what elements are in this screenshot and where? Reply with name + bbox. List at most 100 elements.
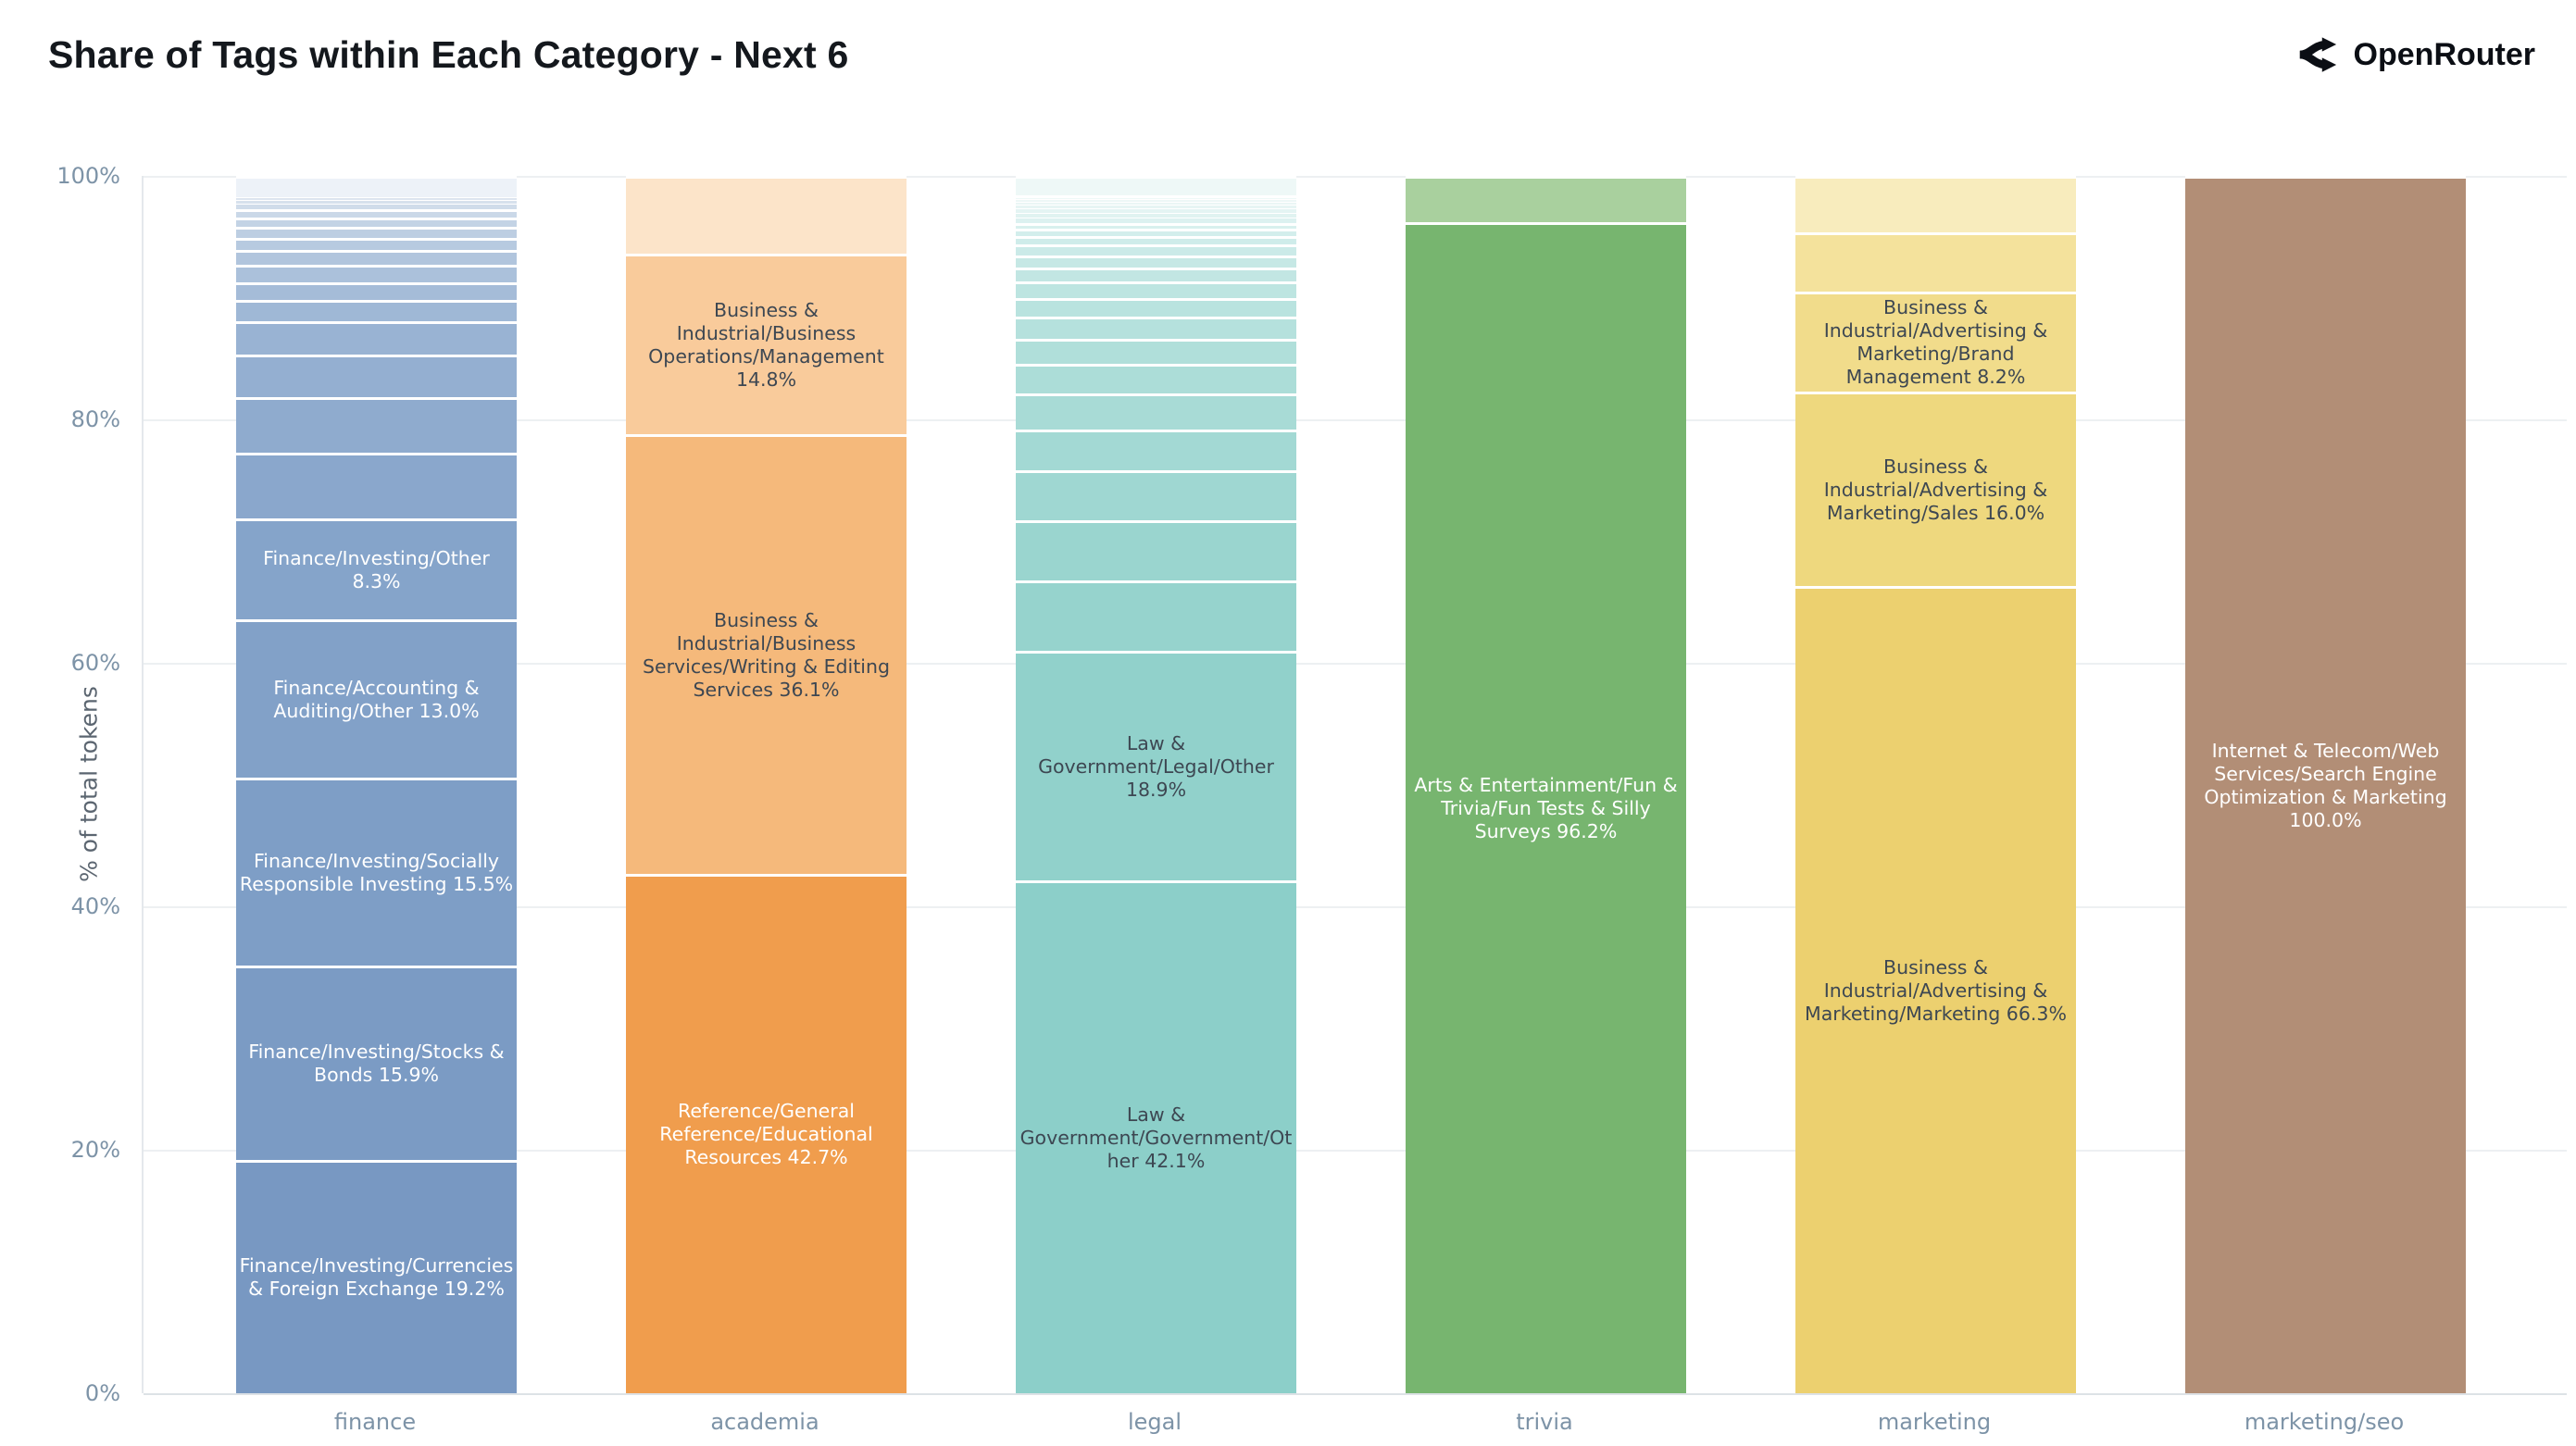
bar-segment[interactable] — [1016, 201, 1296, 206]
bar-segment[interactable] — [236, 208, 517, 218]
bar-segment[interactable] — [1016, 229, 1296, 237]
bar-segment[interactable] — [1016, 429, 1296, 471]
y-tick-label: 60% — [70, 650, 120, 676]
segment-label: Business & Industrial/Advertising & Mark… — [1823, 296, 2048, 389]
bar-segment[interactable] — [1016, 297, 1296, 317]
bar-segment[interactable] — [1016, 222, 1296, 230]
gridline-60 — [144, 663, 2567, 665]
bar-marketing: Business & Industrial/Advertising & Mark… — [1795, 176, 2076, 1393]
gridline-100 — [144, 176, 2567, 178]
bar-segment[interactable] — [1016, 217, 1296, 223]
bar-segment[interactable] — [1016, 364, 1296, 394]
segment-label: Finance/Investing/Stocks & Bonds 15.9% — [248, 1041, 505, 1087]
bar-segment[interactable] — [1016, 208, 1296, 213]
bar-segment[interactable] — [1016, 316, 1296, 339]
segment-label: Business & Industrial/Advertising & Mark… — [1823, 455, 2048, 524]
bar-finance: Finance/Investing/Currencies & Foreign E… — [236, 176, 517, 1393]
segment-label: Finance/Accounting & Auditing/Other 13.0… — [273, 676, 480, 722]
bar-segment[interactable] — [236, 217, 517, 227]
bar-segment[interactable] — [1016, 580, 1296, 651]
bar-segment[interactable] — [236, 300, 517, 322]
bar-segment[interactable] — [1016, 176, 1296, 195]
gridline-80 — [144, 419, 2567, 421]
bar-segment[interactable] — [236, 452, 517, 518]
segment-label: Business & Industrial/Business Services/… — [643, 608, 890, 701]
bar-segment[interactable] — [1016, 212, 1296, 218]
x-axis-label-trivia: trivia — [1516, 1409, 1573, 1435]
bar-segment[interactable] — [236, 265, 517, 282]
gridline-20 — [144, 1150, 2567, 1152]
bar-segment[interactable] — [236, 204, 517, 209]
bar-segment[interactable]: Law & Government/Legal/Other 18.9% — [1016, 650, 1296, 881]
bar-segment[interactable] — [236, 397, 517, 453]
bar-segment[interactable] — [1016, 393, 1296, 430]
bar-segment[interactable]: Finance/Investing/Socially Responsible I… — [236, 777, 517, 966]
bar-segment[interactable]: Finance/Investing/Currencies & Foreign E… — [236, 1159, 517, 1393]
bar-segment[interactable] — [1016, 244, 1296, 256]
bar-segment[interactable]: Business & Industrial/Advertising & Mark… — [1795, 391, 2076, 587]
bar-segment[interactable] — [1016, 520, 1296, 580]
bar-marketing-seo: Internet & Telecom/Web Services/Search E… — [2185, 176, 2466, 1393]
bar-segment[interactable] — [236, 176, 517, 197]
bar-segment[interactable]: Business & Industrial/Advertising & Mark… — [1795, 586, 2076, 1393]
segment-label: Reference/General Reference/Educational … — [659, 1100, 873, 1169]
bar-segment[interactable]: Finance/Investing/Stocks & Bonds 15.9% — [236, 966, 517, 1160]
bar-segment[interactable] — [1016, 195, 1296, 198]
bar-segment[interactable] — [1016, 205, 1296, 209]
bar-segment[interactable] — [236, 226, 517, 238]
bar-segment[interactable]: Finance/Accounting & Auditing/Other 13.0… — [236, 618, 517, 778]
openrouter-icon — [2296, 33, 2339, 76]
x-axis-label-academia: academia — [710, 1409, 819, 1435]
bar-segment[interactable] — [1016, 470, 1296, 521]
bar-segment[interactable] — [1016, 199, 1296, 202]
bar-segment[interactable] — [236, 281, 517, 301]
bar-segment[interactable] — [1795, 176, 2076, 232]
bar-segment[interactable] — [626, 176, 907, 255]
y-axis-title: % of total tokens — [75, 686, 103, 882]
bar-segment[interactable]: Business & Industrial/Business Operation… — [626, 254, 907, 434]
brand-name: OpenRouter — [2353, 36, 2535, 72]
y-tick-label: 100% — [56, 163, 120, 189]
gridline-40 — [144, 906, 2567, 908]
segment-label: Arts & Entertainment/Fun & Trivia/Fun Te… — [1414, 774, 1678, 843]
bar-segment[interactable] — [1016, 338, 1296, 365]
bar-segment[interactable]: Finance/Investing/Other 8.3% — [236, 517, 517, 619]
bar-segment[interactable] — [1016, 197, 1296, 200]
bar-segment[interactable] — [1795, 231, 2076, 292]
bar-segment[interactable] — [236, 200, 517, 205]
bar-segment[interactable] — [236, 321, 517, 355]
bar-segment[interactable]: Internet & Telecom/Web Services/Search E… — [2185, 176, 2466, 1393]
bar-segment[interactable] — [1016, 267, 1296, 281]
chart-plot-area: Finance/Investing/Currencies & Foreign E… — [142, 176, 2567, 1395]
segment-label: Finance/Investing/Socially Responsible I… — [239, 850, 514, 896]
x-axis-label-finance: finance — [333, 1409, 417, 1435]
x-axis-label-legal: legal — [1127, 1409, 1182, 1435]
bar-trivia: Arts & Entertainment/Fun & Trivia/Fun Te… — [1406, 176, 1686, 1393]
bar-segment[interactable]: Law & Government/Government/Other 42.1% — [1016, 880, 1296, 1393]
bar-segment[interactable] — [1016, 255, 1296, 268]
bar-segment[interactable] — [1406, 176, 1686, 222]
bar-segment[interactable]: Arts & Entertainment/Fun & Trivia/Fun Te… — [1406, 221, 1686, 1393]
bar-segment[interactable] — [1016, 194, 1296, 196]
x-axis-label-marketing: marketing — [1877, 1409, 1992, 1435]
bar-segment[interactable]: Business & Industrial/Advertising & Mark… — [1795, 291, 2076, 392]
bar-segment[interactable] — [236, 355, 517, 398]
segment-label: Law & Government/Government/Other 42.1% — [1019, 1103, 1293, 1173]
bar-segment[interactable]: Business & Industrial/Business Services/… — [626, 433, 907, 874]
gridline-0 — [144, 1393, 2567, 1395]
bar-segment[interactable] — [236, 196, 517, 201]
page-title: Share of Tags within Each Category - Nex… — [48, 33, 849, 76]
openrouter-logo: OpenRouter — [2296, 33, 2535, 76]
segment-label: Finance/Investing/Other 8.3% — [263, 546, 490, 592]
bar-segment[interactable]: Reference/General Reference/Educational … — [626, 873, 907, 1393]
y-tick-label: 20% — [70, 1137, 120, 1163]
bar-segment[interactable] — [1016, 236, 1296, 245]
segment-label: Finance/Investing/Currencies & Foreign E… — [239, 1254, 514, 1301]
bar-segment[interactable] — [236, 237, 517, 250]
bar-segment[interactable] — [236, 249, 517, 266]
segment-label: Business & Industrial/Business Operation… — [648, 298, 884, 391]
bar-academia: Reference/General Reference/Educational … — [626, 176, 907, 1393]
segment-label: Business & Industrial/Advertising & Mark… — [1805, 956, 2067, 1026]
bar-segment[interactable] — [1016, 280, 1296, 298]
segment-label: Internet & Telecom/Web Services/Search E… — [2204, 740, 2447, 831]
